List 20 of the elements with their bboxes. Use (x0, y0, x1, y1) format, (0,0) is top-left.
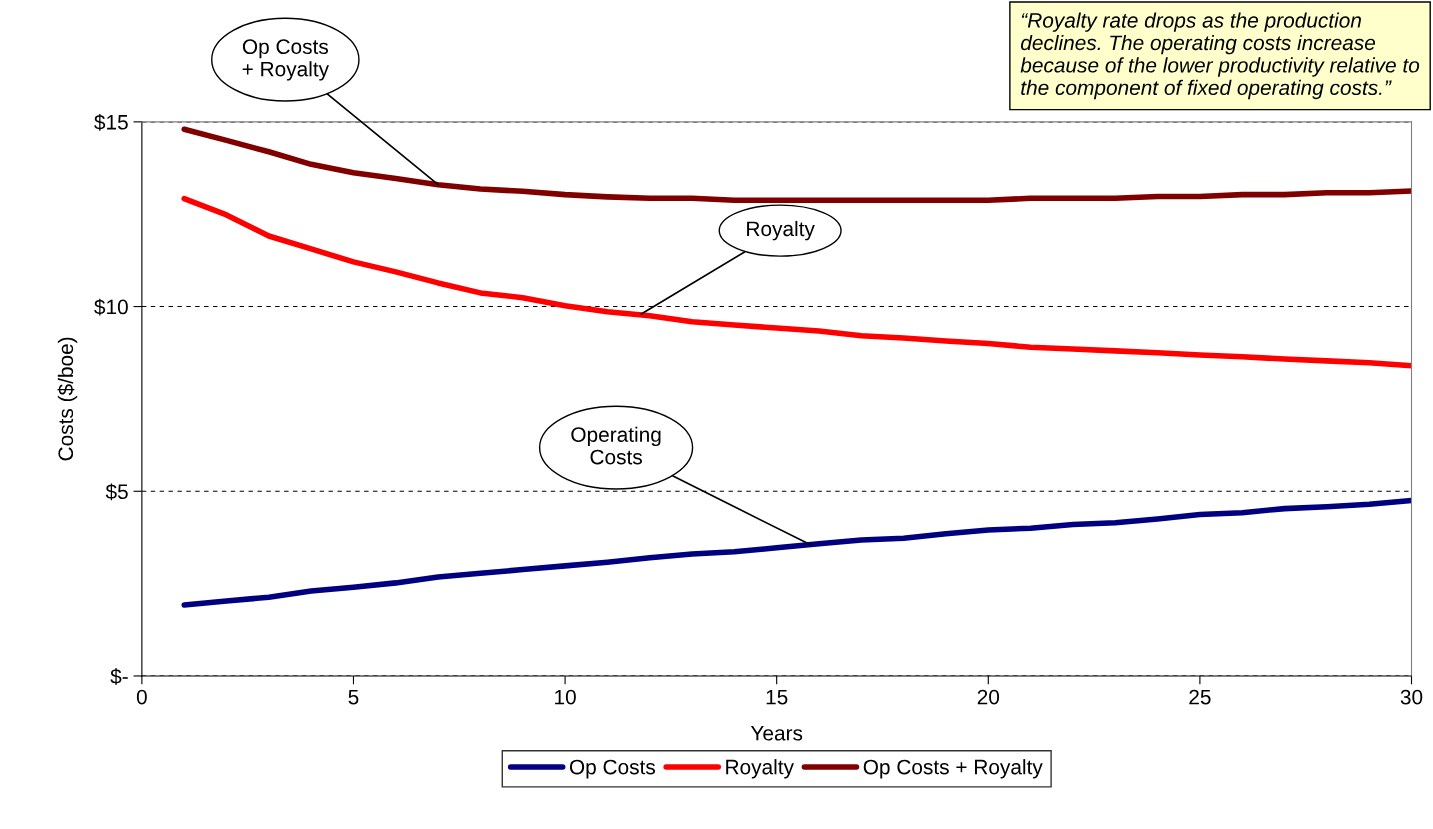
x-tick-label: 5 (348, 689, 359, 705)
y-tick-label: $10 (94, 298, 128, 316)
x-tick-label: 15 (766, 689, 788, 705)
legend-label: Royalty (726, 759, 794, 779)
x-tick-label: 25 (1189, 689, 1211, 705)
x-tick-label: 30 (1400, 689, 1423, 705)
annotation: Op Costs + Royalty (242, 39, 330, 81)
x-axis-title: Years (750, 726, 803, 741)
annotation: Operating Costs (571, 426, 661, 465)
x-tick-label: 20 (977, 689, 1000, 705)
legend-label: Op Costs (569, 759, 656, 779)
legend-label: Op Costs + Royalty (863, 759, 1043, 779)
y-tick-label: $- (110, 668, 128, 685)
text: “Royalty rate drops as the production declines. The operating costs increase because of the lower productivity relative to the component of fixed operating costs.” (1020, 12, 1420, 100)
y-axis-title: Costs ($/boe) (57, 337, 78, 461)
y-tick-label: $5 (105, 483, 128, 501)
x-tick-label: 0 (136, 689, 147, 705)
annotation: Royalty (747, 220, 815, 241)
x-tick-label: 10 (555, 689, 576, 705)
y-tick-label: $15 (94, 113, 128, 131)
